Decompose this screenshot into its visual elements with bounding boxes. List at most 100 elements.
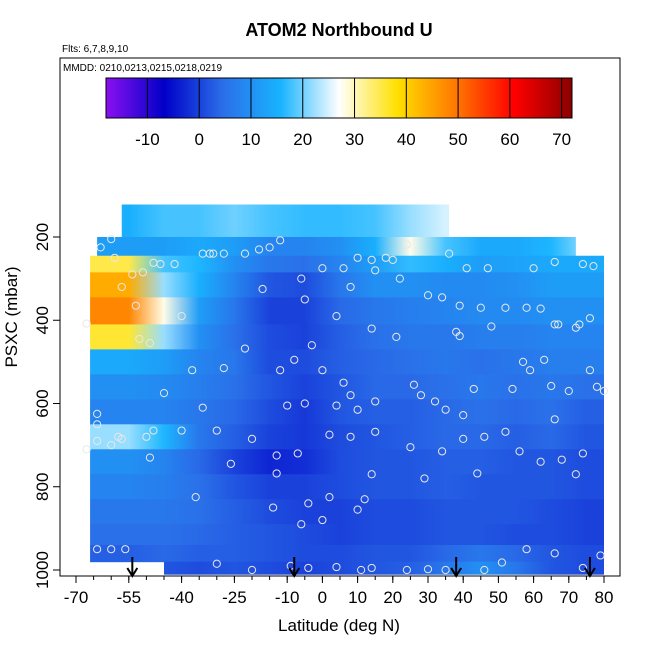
observation-point [592,382,602,391]
observation-point [571,470,580,479]
observation-point [515,447,524,456]
observation-point [107,545,116,554]
observation-point [339,378,348,387]
observation-point [571,323,580,332]
observation-point [518,357,528,366]
heatmap-layer [90,204,604,575]
observation-points [82,234,609,575]
observation-point [128,270,137,279]
observation-point [212,426,221,435]
observation-point [353,505,362,514]
observation-point [578,259,587,269]
observation-point [272,469,281,478]
observation-point [406,443,415,452]
heatmap-row [90,297,604,325]
colorbar-tick-label: 0 [194,130,203,149]
colorbar-tick-label: -10 [135,130,160,149]
observation-point [117,434,126,443]
observation-point [145,339,155,348]
observation-point [138,268,147,277]
observation-point [93,545,102,554]
observation-point [198,403,207,412]
observation-point [346,391,355,400]
heatmap-row [90,474,604,500]
observation-point [599,386,609,396]
observation-point [589,262,598,271]
observation-point [409,380,419,389]
observation-point [300,295,309,304]
x-tick-label: 30 [419,588,438,607]
x-tick-label: 50 [489,588,508,607]
observation-point [325,493,334,502]
observation-point [353,405,362,414]
observation-point [536,304,545,313]
observation-point [445,249,454,258]
observation-point [522,303,531,312]
heatmap-row [90,324,604,350]
observation-point [159,388,169,398]
x-tick-label: 70 [559,588,578,607]
heatmap-row [90,399,604,425]
observation-point [585,314,595,323]
y-tick-label: 600 [33,389,52,417]
heatmap-row [90,499,604,525]
observation-point [325,430,334,439]
x-tick-label: -25 [222,588,247,607]
colorbar-fill [105,77,573,119]
observation-point [339,264,348,273]
observation-point [371,397,380,406]
observation-point [473,469,482,478]
colorbar-tick-label: 20 [293,130,312,149]
observation-point [402,565,411,575]
colorbar-ticks: -10 0 10 20 30 40 50 60 70 [135,78,571,149]
observation-point [596,551,605,560]
y-axis-label: PSXC (mbar) [2,266,21,367]
observation-point [283,401,292,410]
observation-point [346,432,355,441]
chart-title: ATOM2 Northbound U [245,20,432,40]
observation-point [441,565,450,575]
observation-point [272,451,281,460]
colorbar-tick-label: 10 [242,130,261,149]
observation-point [332,311,341,321]
observation-point [469,384,478,394]
x-tick-label: 0 [318,588,327,607]
observation-point [96,243,105,252]
observation-point [247,565,257,575]
observation-point [117,282,126,292]
observation-point [459,434,468,443]
observation-point [121,545,130,554]
observation-point [135,334,144,344]
colorbar-tick-label: 30 [345,130,364,149]
observation-point [388,255,397,264]
x-tick-label: -40 [169,588,194,607]
observation-point [550,320,559,329]
x-axis: -70 -55 -40 -25 -10 0 10 20 30 40 50 60 70 80 [64,576,613,607]
observation-point [205,249,214,258]
observation-point [226,459,235,468]
x-tick-label: 40 [454,588,473,607]
observation-point [318,366,327,375]
observation-point [547,381,556,391]
observation-point [332,562,341,572]
observation-point [360,495,369,504]
observation-point [525,366,535,375]
observation-point [536,457,545,466]
observation-point [395,274,404,283]
observation-point [110,253,119,262]
observation-point [508,384,517,394]
colorbar-tick-label: 60 [500,130,519,149]
observation-point [550,415,559,424]
observation-point [219,364,228,373]
observation-point [318,264,327,273]
observation-point [240,344,250,353]
observation-point [455,331,464,341]
observation-point [177,311,186,321]
observation-point [367,255,376,264]
observation-point [578,563,587,573]
x-tick-label: -70 [64,588,89,607]
observation-point [392,332,401,341]
colorbar-tick-label: 70 [552,130,571,149]
observation-point [82,445,91,454]
observation-point [423,291,433,300]
